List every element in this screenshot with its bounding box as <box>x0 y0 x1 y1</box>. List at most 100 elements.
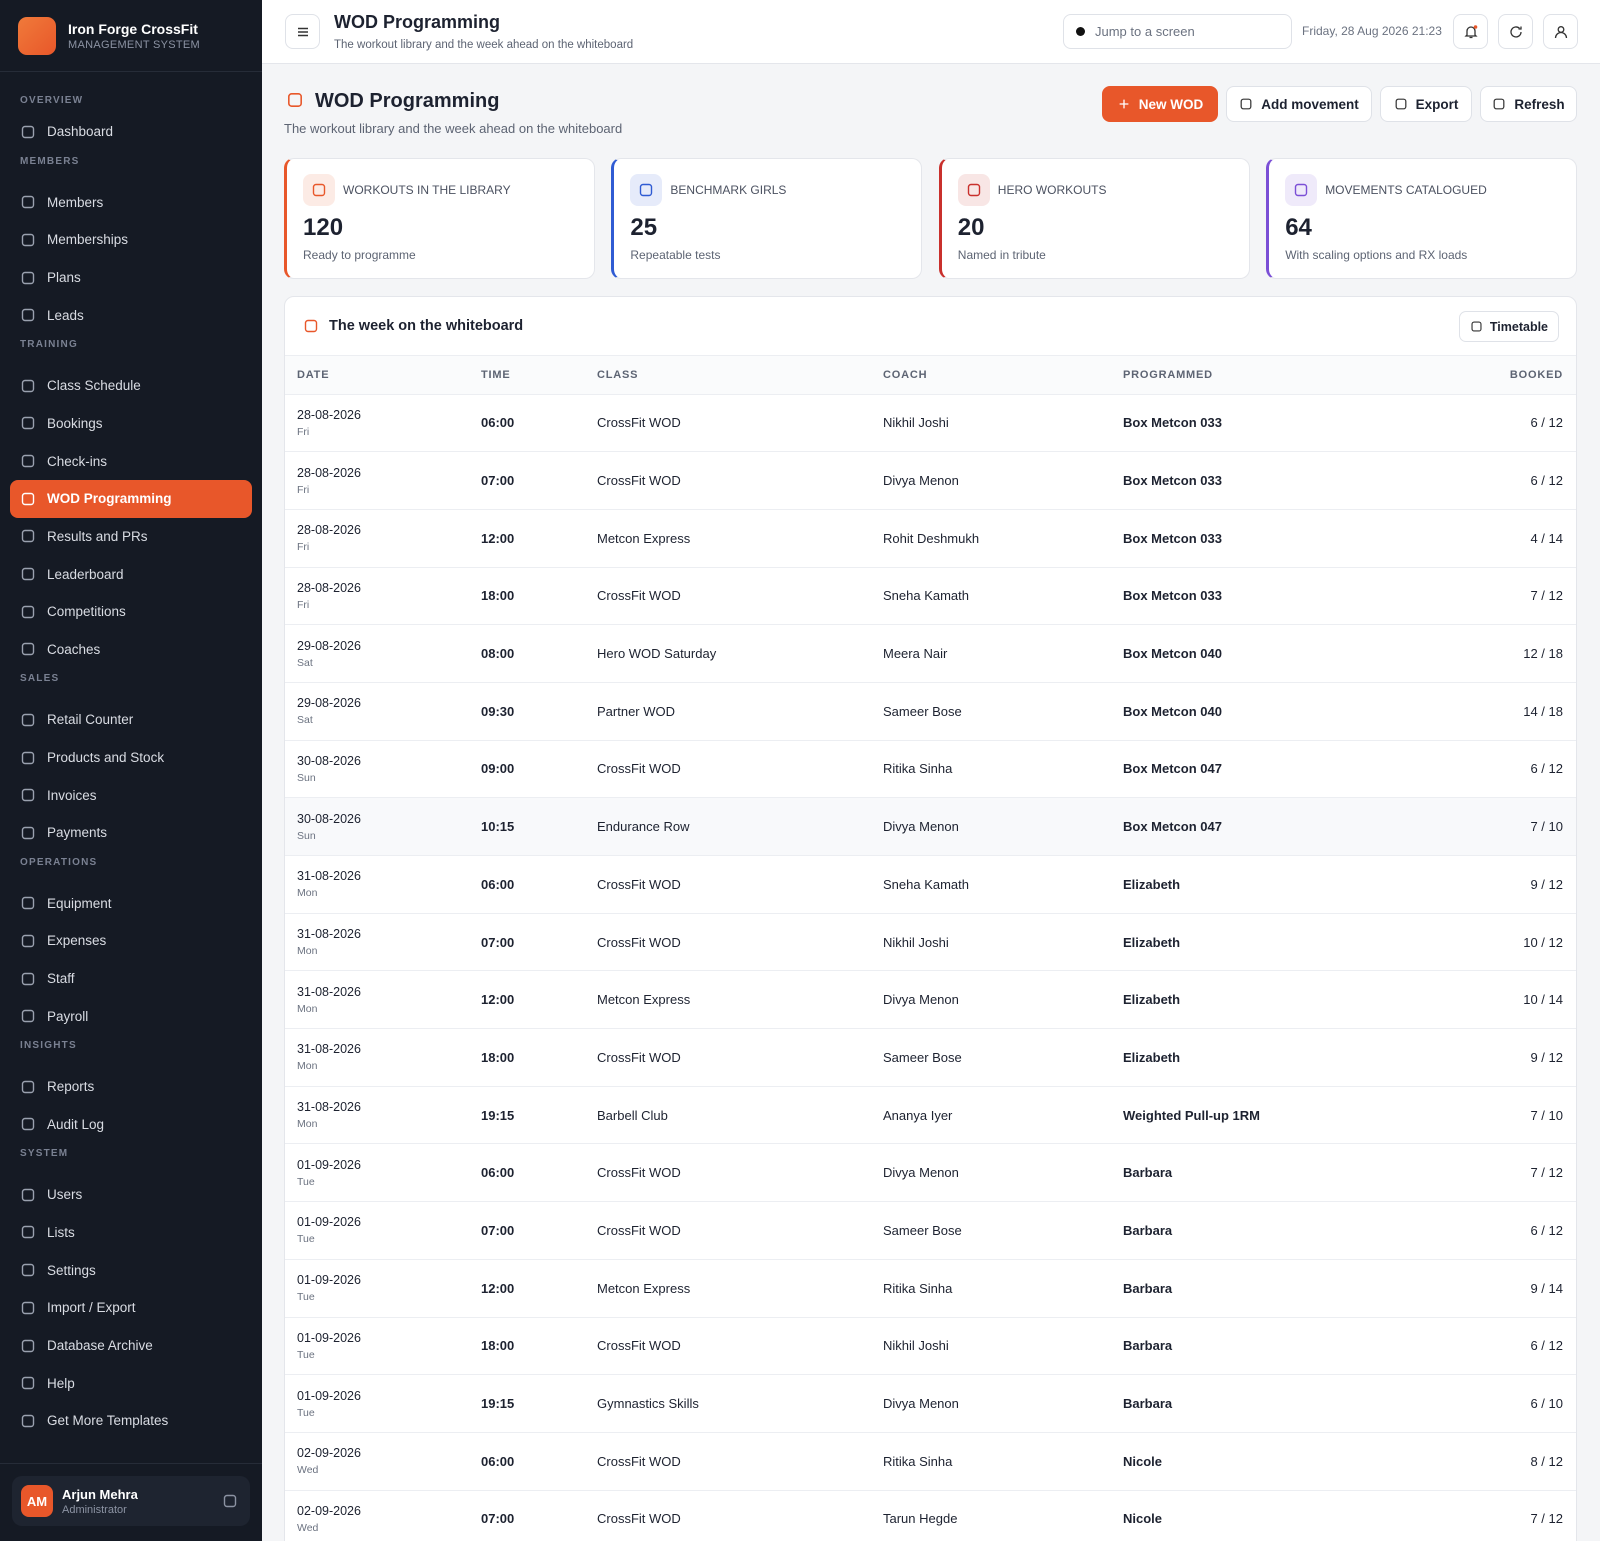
page-title: WOD Programming <box>315 90 500 112</box>
nav-item[interactable]: Audit Log <box>10 1106 252 1144</box>
table-row[interactable]: 28-08-2026 Fri 12:00 Metcon Express Rohit De… <box>285 509 1576 568</box>
booked-cell: 14 / 18 <box>1411 682 1576 741</box>
column-header: CLASS <box>585 356 871 395</box>
table-row[interactable]: 28-08-2026 Fri 18:00 CrossFit WOD Sneha Kama… <box>285 567 1576 626</box>
nav-item[interactable]: Check-ins <box>10 442 252 480</box>
action-button[interactable]: Export <box>1380 86 1472 122</box>
table-row[interactable]: 02-09-2026 Wed 06:00 CrossFit WOD Ritika Sin… <box>285 1432 1576 1491</box>
table-row[interactable]: 02-09-2026 Wed 07:00 CrossFit WOD Tarun Hegd… <box>285 1490 1576 1541</box>
table-row[interactable]: 29-08-2026 Sat 08:00 Hero WOD Saturday Meera… <box>285 624 1576 683</box>
stat-icon <box>303 174 335 206</box>
class-cell: Partner WOD <box>585 682 871 741</box>
nav-label: Leads <box>47 307 84 323</box>
weekday: Tue <box>297 1233 315 1246</box>
nav-item[interactable]: Retail Counter <box>10 701 252 739</box>
weekday: Mon <box>297 887 318 900</box>
nav-item[interactable]: Get More Templates <box>10 1402 252 1440</box>
nav-item[interactable]: Leads <box>10 296 252 334</box>
action-button[interactable]: Refresh <box>1480 86 1577 122</box>
nav-item[interactable]: Results and PRs <box>10 518 252 556</box>
date: 02-09-2026 <box>297 1446 361 1461</box>
table-row[interactable]: 28-08-2026 Fri 06:00 CrossFit WOD Nikhil Jos… <box>285 394 1576 453</box>
table-row[interactable]: 29-08-2026 Sat 09:30 Partner WOD Sameer Bose… <box>285 682 1576 741</box>
nav-item[interactable]: Equipment <box>10 884 252 922</box>
nav-item[interactable]: Bookings <box>10 405 252 443</box>
nav-item[interactable]: Products and Stock <box>10 739 252 777</box>
table-row[interactable]: 30-08-2026 Sun 10:15 Endurance Row Divya Men… <box>285 797 1576 856</box>
icon <box>1240 98 1252 110</box>
table-row[interactable]: 31-08-2026 Mon 06:00 CrossFit WOD Sneha Kama… <box>285 855 1576 914</box>
weekday: Tue <box>297 1291 315 1304</box>
table-row[interactable]: 01-09-2026 Tue 06:00 CrossFit WOD Divya Meno… <box>285 1143 1576 1203</box>
time-cell: 18:00 <box>469 567 585 626</box>
nav-item[interactable]: Payments <box>10 814 252 852</box>
nav-item[interactable]: Class Schedule <box>10 367 252 405</box>
action-button[interactable]: Add movement <box>1226 86 1372 122</box>
stat-label: HERO WORKOUTS <box>997 183 1107 197</box>
nav-item[interactable]: Staff <box>10 960 252 998</box>
coach-cell: Sameer Bose <box>871 1201 1111 1260</box>
table-row[interactable]: 31-08-2026 Mon 12:00 Metcon Express Divya Me… <box>285 970 1576 1030</box>
user-card[interactable]: AM Arjun Mehra Administrator <box>12 1476 250 1526</box>
table-row[interactable]: 01-09-2026 Tue 19:15 Gymnastics Skills Divya… <box>285 1374 1576 1433</box>
timetable-button[interactable]: Timetable <box>1458 311 1559 342</box>
nav-item[interactable]: Invoices <box>10 776 252 814</box>
nav-label: Get More Templates <box>47 1413 169 1429</box>
table-row[interactable]: 31-08-2026 Mon 18:00 CrossFit WOD Sameer Bos… <box>285 1028 1576 1087</box>
nav-item[interactable]: Users <box>10 1176 252 1214</box>
nav-item[interactable]: Help <box>10 1364 252 1402</box>
icon <box>21 233 35 247</box>
programmed-cell: Nicole <box>1111 1490 1411 1541</box>
booked-cell: 6 / 10 <box>1411 1374 1576 1433</box>
nav-item[interactable]: Import / Export <box>10 1289 252 1327</box>
notifications[interactable] <box>1453 14 1488 49</box>
nav-label: Check-ins <box>47 453 108 469</box>
nav-item[interactable]: Payroll <box>10 998 252 1036</box>
table-row[interactable]: 01-09-2026 Tue 12:00 Metcon Express Ritika S… <box>285 1259 1576 1318</box>
nav-item[interactable]: Plans <box>10 259 252 297</box>
reload[interactable] <box>1498 14 1533 49</box>
table-row[interactable]: 31-08-2026 Mon 19:15 Barbell Club Ananya Iye… <box>285 1086 1576 1145</box>
nav-item[interactable]: Lists <box>10 1214 252 1252</box>
table-row[interactable]: 28-08-2026 Fri 07:00 CrossFit WOD Divya Meno… <box>285 451 1576 510</box>
nav-item[interactable]: Leaderboard <box>10 555 252 593</box>
nav-item[interactable]: Database Archive <box>10 1327 252 1365</box>
nav-item[interactable]: Competitions <box>10 593 252 631</box>
logout[interactable] <box>222 1493 238 1509</box>
nav-item[interactable]: Memberships <box>10 221 252 259</box>
date-cell: 31-08-2026 Mon <box>285 855 469 914</box>
table-header: The week on the whiteboard Timetable <box>285 297 1576 356</box>
programmed-cell: Weighted Pull-up 1RM <box>1111 1086 1411 1145</box>
account[interactable] <box>1543 14 1578 49</box>
stat-card: MOVEMENTS CATALOGUED 64 With scaling optio… <box>1266 158 1578 279</box>
nav-item[interactable]: Reports <box>10 1068 252 1106</box>
date: 30-08-2026 <box>297 811 361 826</box>
nav-item[interactable]: Dashboard <box>10 113 252 151</box>
nav-item[interactable]: Coaches <box>10 631 252 669</box>
table-row[interactable]: 01-09-2026 Tue 07:00 CrossFit WOD Sameer Bos… <box>285 1201 1576 1260</box>
nav-section-label: SYSTEM <box>20 1148 69 1160</box>
table-row[interactable]: 30-08-2026 Sun 09:00 CrossFit WOD Ritika Sin… <box>285 740 1576 799</box>
table-row[interactable]: 01-09-2026 Tue 18:00 CrossFit WOD Nikhil Jos… <box>285 1317 1576 1376</box>
programmed-cell: Barbara <box>1111 1143 1411 1203</box>
action-button[interactable]: New WOD <box>1102 86 1218 122</box>
booked-cell: 7 / 12 <box>1411 1490 1576 1541</box>
programmed-cell: Box Metcon 047 <box>1111 740 1411 799</box>
button-label: Refresh <box>1514 96 1565 112</box>
nav-item[interactable]: Expenses <box>10 922 252 960</box>
class-cell: Hero WOD Saturday <box>585 624 871 683</box>
weekday: Tue <box>297 1406 315 1419</box>
button-label: Export <box>1415 96 1459 112</box>
search[interactable]: Jump to a screen <box>1063 14 1292 49</box>
nav-item[interactable]: Settings <box>10 1251 252 1289</box>
date: 01-09-2026 <box>297 1388 361 1403</box>
header-subtitle: The workout library and the week ahead o… <box>334 39 634 51</box>
programmed-cell: Box Metcon 033 <box>1111 394 1411 453</box>
menu-button[interactable] <box>285 14 320 49</box>
date: 28-08-2026 <box>297 465 361 480</box>
table-row[interactable]: 31-08-2026 Mon 07:00 CrossFit WOD Nikhil Jos… <box>285 913 1576 972</box>
nav-item[interactable]: WOD Programming <box>10 479 252 518</box>
weekday: Tue <box>297 1348 315 1361</box>
nav-item[interactable]: Members <box>10 183 252 221</box>
icon <box>21 1226 35 1239</box>
